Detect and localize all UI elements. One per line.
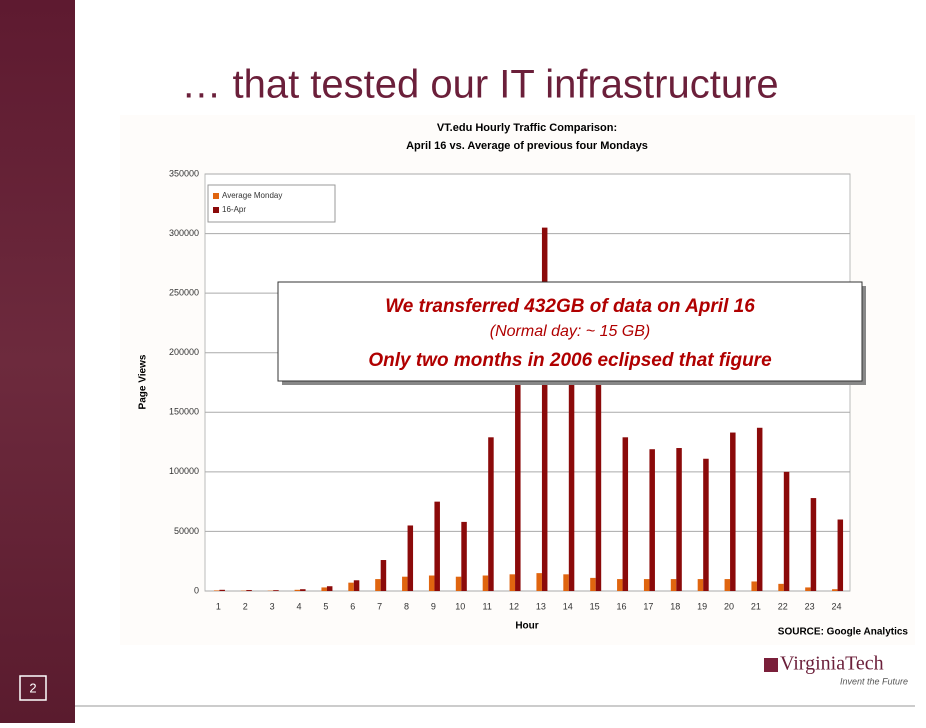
x-tick-label: 19 — [697, 601, 707, 611]
bar — [321, 587, 327, 591]
bar — [246, 590, 252, 591]
bar — [402, 577, 408, 591]
bar — [832, 589, 838, 591]
bar — [483, 576, 489, 591]
y-tick-label: 300000 — [169, 228, 199, 238]
bar — [751, 581, 757, 591]
bar — [649, 449, 655, 591]
bar — [778, 584, 784, 591]
annotation: Only two months in 2006 eclipsed that fi… — [368, 350, 772, 371]
legend-label: 16-Apr — [222, 205, 246, 214]
chart-subtitle: April 16 vs. Average of previous four Mo… — [406, 140, 648, 152]
x-tick-label: 21 — [751, 601, 761, 611]
slide-title: … that tested our IT infrastructure — [181, 63, 778, 107]
bar — [456, 577, 462, 591]
bar — [698, 579, 704, 591]
bar — [757, 428, 763, 591]
bar — [811, 498, 817, 591]
x-tick-label: 5 — [323, 601, 328, 611]
x-tick-label: 1 — [216, 601, 221, 611]
x-tick-label: 13 — [536, 601, 546, 611]
y-tick-label: 50000 — [174, 526, 199, 536]
x-tick-label: 6 — [350, 601, 355, 611]
x-tick-label: 14 — [563, 601, 573, 611]
logo-tagline: Invent the Future — [840, 676, 908, 686]
chart-title: VT.edu Hourly Traffic Comparison: — [437, 122, 617, 134]
bar — [219, 590, 225, 591]
logo-mark — [764, 658, 778, 672]
x-tick-label: 12 — [509, 601, 519, 611]
bar — [563, 574, 569, 591]
side-strip — [0, 0, 75, 723]
x-tick-label: 17 — [643, 601, 653, 611]
y-tick-label: 0 — [194, 585, 199, 595]
bar — [327, 586, 333, 591]
bar — [510, 574, 516, 591]
x-tick-label: 11 — [483, 601, 492, 611]
bar — [434, 502, 440, 591]
x-tick-label: 23 — [805, 601, 815, 611]
y-tick-label: 200000 — [169, 347, 199, 357]
bar — [617, 579, 623, 591]
bar — [295, 590, 301, 591]
bar — [671, 579, 677, 591]
bar — [596, 365, 602, 591]
slide: 2 … that tested our IT infrastructure VT… — [0, 0, 926, 723]
bar — [429, 576, 435, 591]
bar — [273, 590, 279, 591]
legend-swatch — [213, 207, 219, 213]
x-axis-label: Hour — [515, 621, 538, 632]
logo: VirginiaTech — [780, 653, 884, 675]
x-tick-label: 22 — [778, 601, 788, 611]
x-tick-label: 7 — [377, 601, 382, 611]
bar — [214, 590, 220, 591]
bar — [590, 578, 596, 591]
y-tick-label: 150000 — [169, 407, 199, 417]
x-tick-label: 2 — [243, 601, 248, 611]
annotation: We transferred 432GB of data on April 16 — [385, 296, 755, 317]
x-tick-label: 4 — [297, 601, 302, 611]
bar — [300, 589, 306, 591]
page-number: 2 — [29, 680, 36, 695]
annotation: (Normal day: ~ 15 GB) — [490, 323, 651, 340]
x-tick-label: 3 — [270, 601, 275, 611]
bar — [375, 579, 381, 591]
bar — [838, 520, 844, 591]
bar — [408, 525, 414, 591]
bar — [461, 522, 467, 591]
bar — [623, 437, 629, 591]
bar — [536, 573, 542, 591]
bar — [348, 583, 354, 591]
legend-swatch — [213, 193, 219, 199]
x-tick-label: 16 — [617, 601, 627, 611]
legend-label: Average Monday — [222, 191, 282, 200]
x-tick-label: 20 — [724, 601, 734, 611]
x-tick-label: 15 — [590, 601, 600, 611]
legend: Average Monday 16-Apr — [208, 185, 335, 222]
x-tick-label: 10 — [455, 601, 465, 611]
bar — [805, 587, 811, 591]
x-tick-label: 18 — [670, 601, 680, 611]
bar — [381, 560, 387, 591]
x-tick-label: 9 — [431, 601, 436, 611]
y-tick-label: 350000 — [169, 168, 199, 178]
bar — [730, 433, 736, 591]
bar — [784, 472, 790, 591]
bar — [644, 579, 650, 591]
y-axis-label: Page Views — [138, 354, 149, 409]
bar — [488, 437, 494, 591]
y-tick-label: 100000 — [169, 466, 199, 476]
bar — [725, 579, 731, 591]
source: SOURCE: Google Analytics — [778, 627, 909, 638]
x-tick-label: 24 — [832, 601, 842, 611]
x-tick-label: 8 — [404, 601, 409, 611]
bar — [354, 580, 360, 591]
bar — [703, 459, 709, 591]
bar — [676, 448, 682, 591]
y-tick-label: 250000 — [169, 288, 199, 298]
